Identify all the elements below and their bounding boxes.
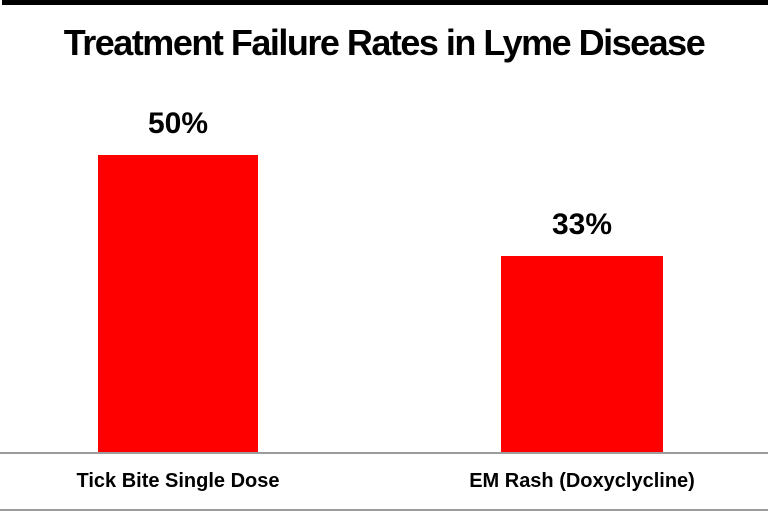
bar-value-label: 33% (551, 208, 613, 241)
chart-title: Treatment Failure Rates in Lyme Disease (63, 22, 706, 63)
x-axis-category-label: Tick Bite Single Dose (76, 470, 280, 492)
bar-em-rash-doxyclycline (501, 256, 663, 453)
top-border-rule (2, 0, 768, 5)
bar-value-label: 50% (147, 107, 209, 140)
x-axis-category-label: EM Rash (Doxyclycline) (469, 470, 695, 492)
x-axis-line (0, 452, 768, 454)
bar-tick-bite-single-dose (98, 155, 258, 453)
plot-area: 50% 33% (98, 107, 663, 453)
bottom-border-rule (0, 509, 768, 511)
